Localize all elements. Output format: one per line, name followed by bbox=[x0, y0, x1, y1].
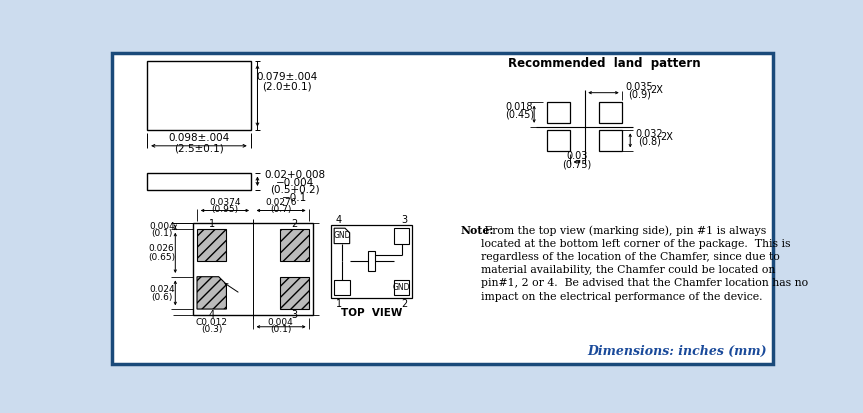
Bar bbox=[394, 280, 409, 295]
Text: Note:: Note: bbox=[461, 225, 494, 236]
Text: 0.03: 0.03 bbox=[566, 151, 588, 161]
Text: (0.1): (0.1) bbox=[151, 229, 173, 238]
Text: (0.7): (0.7) bbox=[270, 205, 292, 214]
Text: 3: 3 bbox=[292, 310, 298, 320]
Text: Dimensions: inches (mm): Dimensions: inches (mm) bbox=[587, 344, 766, 358]
Text: GND: GND bbox=[393, 283, 410, 292]
Bar bbox=[331, 225, 413, 298]
Bar bbox=[334, 280, 350, 295]
Text: (0.6): (0.6) bbox=[151, 293, 173, 302]
Bar bbox=[546, 102, 570, 123]
Text: Recommended  land  pattern: Recommended land pattern bbox=[507, 57, 700, 70]
Bar bbox=[193, 223, 313, 315]
Text: 2X: 2X bbox=[650, 85, 663, 95]
Text: From the top view (marking side), pin #1 is always
located at the bottom left co: From the top view (marking side), pin #1… bbox=[482, 225, 809, 301]
Text: −0.1: −0.1 bbox=[282, 193, 307, 203]
Bar bbox=[197, 229, 226, 261]
Text: 3: 3 bbox=[401, 215, 407, 225]
Text: 4: 4 bbox=[209, 310, 215, 320]
Text: (2.0±0.1): (2.0±0.1) bbox=[262, 81, 312, 92]
Text: 0.032: 0.032 bbox=[636, 129, 664, 139]
Bar bbox=[394, 228, 409, 244]
Text: 0.079±.004: 0.079±.004 bbox=[256, 71, 318, 81]
Bar bbox=[599, 102, 622, 123]
Text: −0.004: −0.004 bbox=[275, 178, 314, 188]
Text: 4: 4 bbox=[336, 215, 342, 225]
Text: 2: 2 bbox=[292, 219, 298, 229]
Text: 0.0374: 0.0374 bbox=[209, 198, 241, 207]
Bar bbox=[280, 277, 309, 309]
Bar bbox=[546, 130, 570, 151]
Text: (0.1): (0.1) bbox=[270, 325, 292, 335]
Text: (0.45): (0.45) bbox=[505, 109, 534, 119]
Text: (0.3): (0.3) bbox=[201, 325, 223, 335]
Text: (0.75): (0.75) bbox=[562, 159, 591, 169]
Text: 0.098±.004: 0.098±.004 bbox=[168, 133, 230, 143]
Text: GND: GND bbox=[333, 231, 350, 240]
Text: 2: 2 bbox=[401, 299, 408, 309]
Text: 2X: 2X bbox=[660, 132, 673, 142]
Text: 1: 1 bbox=[336, 299, 342, 309]
Text: (0.9): (0.9) bbox=[628, 89, 651, 99]
Bar bbox=[147, 61, 251, 131]
Text: (0.95): (0.95) bbox=[211, 205, 238, 214]
Text: (0.65): (0.65) bbox=[148, 253, 175, 262]
Text: (0.8): (0.8) bbox=[638, 137, 661, 147]
Text: 0.004: 0.004 bbox=[268, 318, 293, 327]
Bar bbox=[147, 173, 251, 190]
Text: 0.004: 0.004 bbox=[149, 222, 175, 231]
Text: TOP  VIEW: TOP VIEW bbox=[341, 308, 402, 318]
Bar bbox=[368, 251, 375, 271]
Text: 0.02+0.008: 0.02+0.008 bbox=[264, 170, 325, 180]
Text: 0.018: 0.018 bbox=[506, 102, 533, 112]
Text: 0.024: 0.024 bbox=[149, 285, 175, 294]
Bar bbox=[280, 229, 309, 261]
Polygon shape bbox=[334, 228, 350, 244]
Text: 0.026: 0.026 bbox=[148, 244, 174, 254]
Polygon shape bbox=[197, 277, 226, 309]
Bar bbox=[599, 130, 622, 151]
Text: (0.5+0.2): (0.5+0.2) bbox=[270, 185, 319, 195]
Text: 0.035: 0.035 bbox=[626, 81, 653, 92]
Text: 0.0276: 0.0276 bbox=[265, 198, 297, 207]
Text: (2.5±0.1): (2.5±0.1) bbox=[173, 143, 224, 153]
Text: 1: 1 bbox=[209, 219, 215, 229]
Text: C0.012: C0.012 bbox=[196, 318, 228, 327]
